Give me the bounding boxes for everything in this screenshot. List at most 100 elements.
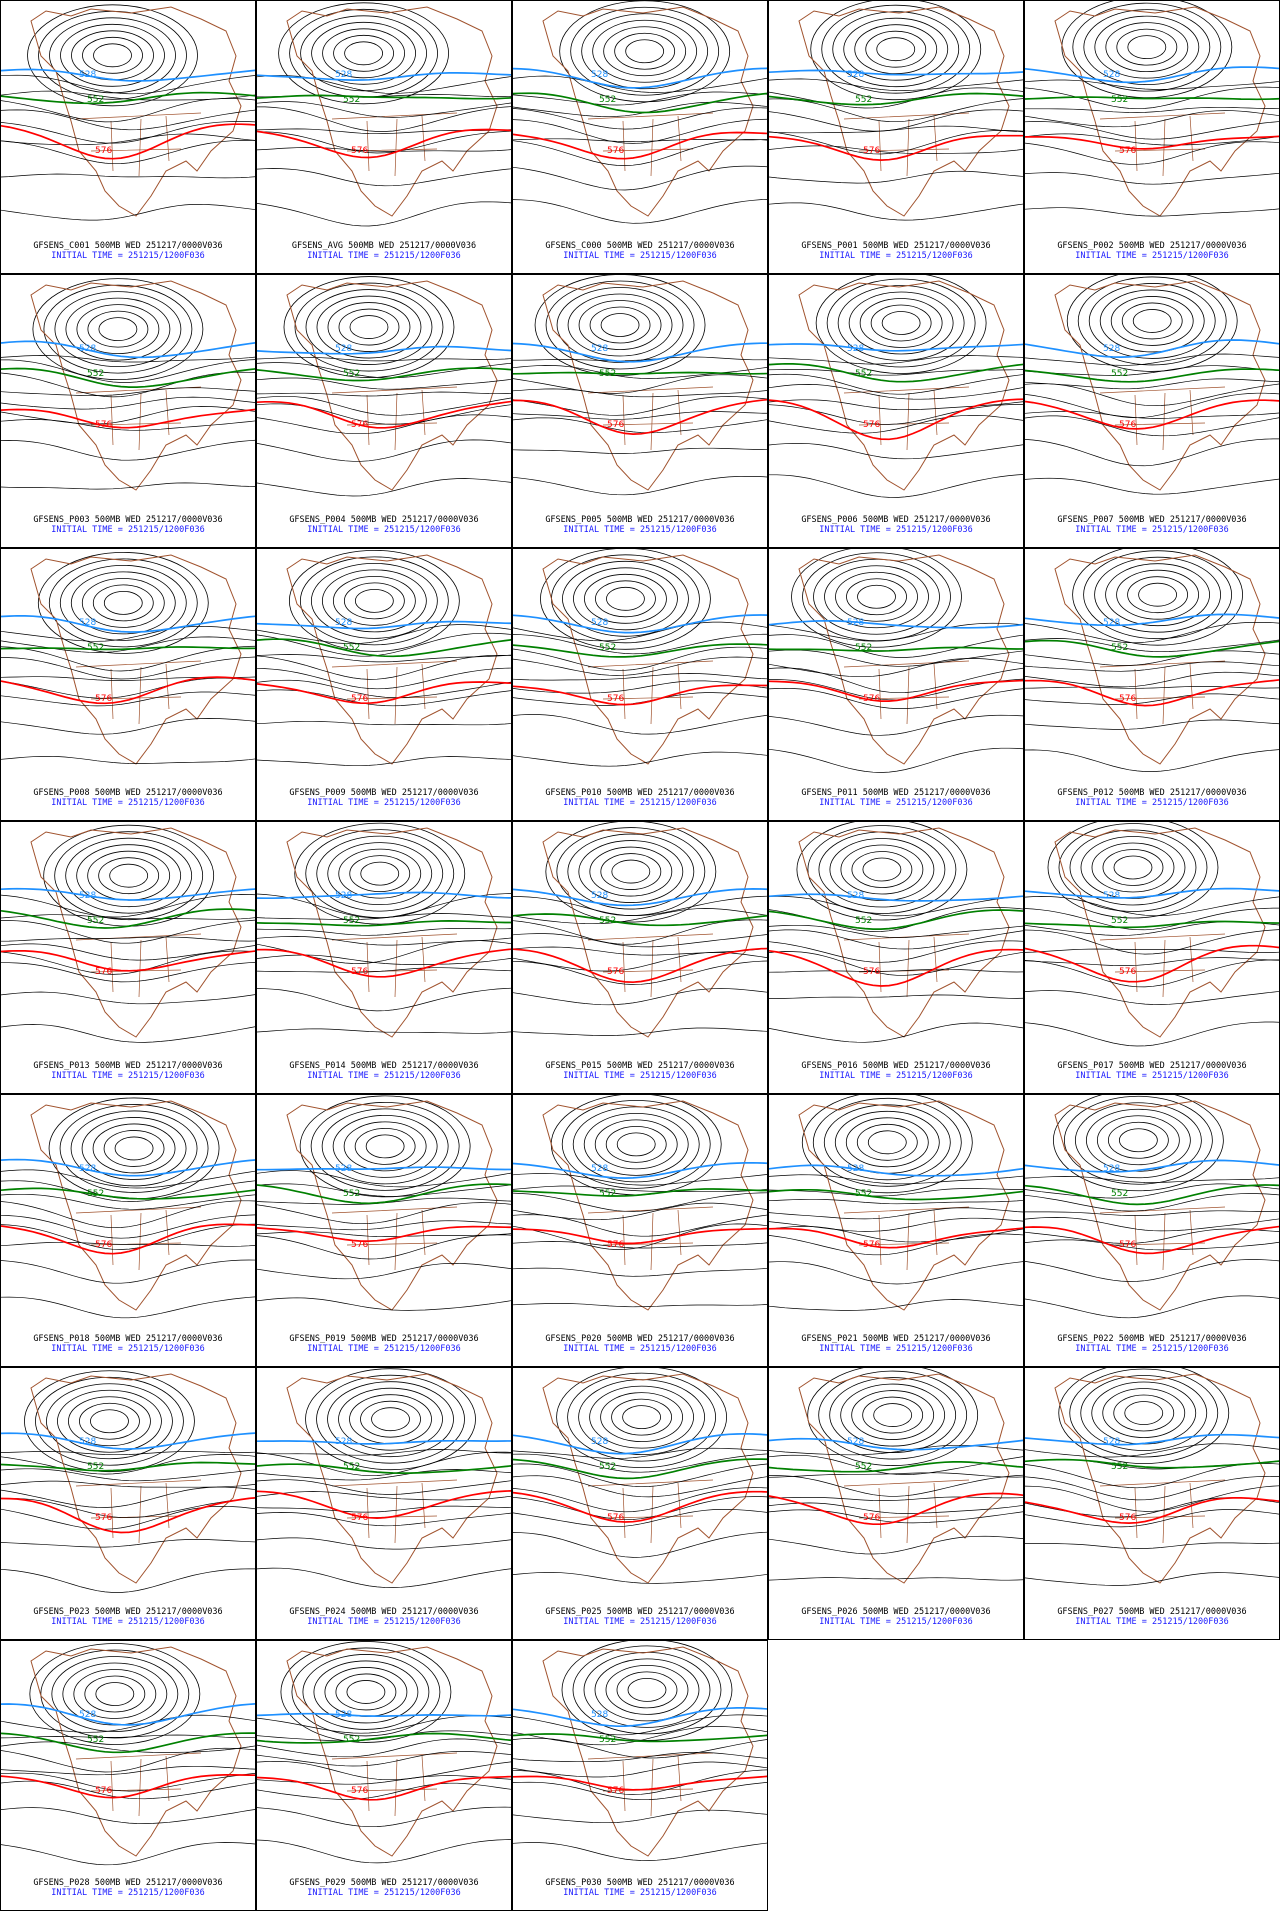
height-contour bbox=[1058, 823, 1208, 912]
height-contour bbox=[605, 1665, 689, 1715]
height-contour bbox=[835, 571, 918, 622]
panel-title: GFSENS_P015 500MB WED 251217/0000V036 bbox=[545, 1061, 735, 1071]
coastline bbox=[286, 1646, 498, 1857]
height-contour bbox=[1, 98, 255, 123]
height-contour bbox=[540, 549, 711, 650]
height-contour bbox=[1113, 855, 1153, 880]
contour-576-label: 576 bbox=[607, 146, 624, 156]
height-contour bbox=[257, 439, 511, 462]
panel-title: GFSENS_C000 500MB WED 251217/0000V036 bbox=[545, 241, 735, 251]
coastline bbox=[542, 1373, 754, 1584]
contour-576-line bbox=[513, 1227, 767, 1245]
geopotential-height-map: 528 552 576 bbox=[1025, 1368, 1279, 1586]
geopotential-height-map: 528 552 576 bbox=[1025, 1095, 1279, 1319]
height-contour bbox=[1025, 1443, 1279, 1458]
height-contour bbox=[769, 687, 1023, 709]
contour-576-line bbox=[513, 1490, 767, 1523]
height-contour bbox=[1025, 86, 1279, 110]
height-contour bbox=[1094, 556, 1221, 633]
height-contour bbox=[257, 1234, 511, 1260]
height-contour bbox=[513, 1223, 767, 1250]
height-contour bbox=[1025, 106, 1279, 113]
height-contour bbox=[824, 565, 929, 629]
height-contour bbox=[1, 1200, 255, 1229]
height-contour bbox=[513, 199, 767, 224]
height-contours bbox=[513, 1714, 767, 1861]
height-contour bbox=[65, 837, 193, 914]
political-borders bbox=[75, 1479, 202, 1544]
contour-576-label: 576 bbox=[1119, 420, 1136, 430]
height-contour bbox=[851, 851, 913, 888]
height-contour bbox=[257, 1262, 511, 1280]
contour-576-line bbox=[1, 1496, 255, 1534]
height-contour bbox=[513, 1496, 767, 1521]
height-contour bbox=[769, 747, 1023, 773]
height-contour bbox=[48, 558, 198, 648]
contour-576-line bbox=[769, 134, 1023, 161]
low-center-contours bbox=[288, 549, 460, 652]
contour-528-line bbox=[513, 614, 767, 634]
height-contour bbox=[257, 106, 511, 132]
political-borders bbox=[587, 112, 714, 177]
height-contour bbox=[365, 1134, 405, 1159]
geopotential-height-map: 528 552 576 bbox=[769, 275, 1023, 498]
geopotential-height-map: 528 552 576 bbox=[1, 824, 255, 1043]
height-contour bbox=[95, 1682, 135, 1706]
panel-initial-time: INITIAL TIME = 251215/1200F036 bbox=[1075, 1071, 1229, 1081]
panel-title: GFSENS_P010 500MB WED 251217/0000V036 bbox=[545, 788, 735, 798]
panel-initial-time: INITIAL TIME = 251215/1200F036 bbox=[1075, 251, 1229, 261]
height-contour bbox=[550, 1095, 722, 1196]
panel-title: GFSENS_P003 500MB WED 251217/0000V036 bbox=[33, 515, 223, 525]
height-contour bbox=[769, 1198, 1023, 1205]
height-contour bbox=[870, 304, 932, 342]
contour-528-label: 528 bbox=[591, 70, 608, 80]
panel-initial-time: INITIAL TIME = 251215/1200F036 bbox=[307, 251, 461, 261]
contour-552-label: 552 bbox=[87, 643, 104, 653]
height-contour bbox=[257, 654, 511, 663]
geopotential-height-map: 528 552 576 bbox=[257, 1368, 511, 1588]
height-contour bbox=[1025, 133, 1279, 146]
height-contour bbox=[1, 1180, 255, 1202]
height-contour bbox=[257, 632, 511, 657]
coastline bbox=[286, 554, 498, 765]
height-contour bbox=[1052, 1095, 1224, 1192]
height-contour bbox=[1, 919, 255, 944]
height-contour bbox=[1118, 1128, 1158, 1153]
height-contour bbox=[103, 1130, 165, 1167]
coastline bbox=[286, 6, 498, 217]
height-contour bbox=[302, 1654, 430, 1730]
height-contour bbox=[614, 32, 676, 70]
ensemble-member-panel: 528 552 576 GFSENS_P016 500MB WED 251217/00… bbox=[768, 821, 1024, 1094]
height-contour bbox=[769, 667, 1023, 694]
height-contour bbox=[578, 840, 684, 903]
low-center-contours bbox=[37, 551, 209, 654]
panel-title: GFSENS_P017 500MB WED 251217/0000V036 bbox=[1057, 1061, 1247, 1071]
contour-528-line bbox=[1025, 1433, 1279, 1446]
contour-576-label: 576 bbox=[95, 146, 112, 156]
height-contour bbox=[257, 478, 511, 497]
low-center-contours bbox=[810, 1, 982, 101]
height-contours bbox=[1, 355, 255, 490]
height-contour bbox=[1025, 1509, 1279, 1528]
contour-552-line bbox=[257, 1183, 511, 1205]
height-contour bbox=[1074, 1102, 1202, 1179]
height-contour bbox=[1025, 410, 1279, 419]
contour-576-line bbox=[1025, 679, 1279, 707]
height-contour bbox=[1127, 576, 1188, 614]
contour-528-label: 528 bbox=[1103, 1164, 1120, 1174]
height-contour bbox=[769, 1444, 1023, 1456]
low-center-contours bbox=[278, 2, 449, 105]
height-contours bbox=[513, 1447, 767, 1584]
height-contour bbox=[769, 109, 1023, 132]
height-contour bbox=[1, 950, 255, 975]
height-contour bbox=[611, 1398, 673, 1436]
height-contour bbox=[103, 590, 143, 615]
panel-title: GFSENS_P029 500MB WED 251217/0000V036 bbox=[289, 1878, 479, 1888]
height-contour bbox=[257, 1567, 511, 1588]
panel-title: GFSENS_P028 500MB WED 251217/0000V036 bbox=[33, 1878, 223, 1888]
height-contour bbox=[534, 275, 706, 376]
contour-528-line bbox=[769, 1164, 1023, 1177]
height-contour bbox=[70, 571, 176, 635]
panel-initial-time: INITIAL TIME = 251215/1200F036 bbox=[819, 1617, 973, 1627]
political-borders bbox=[331, 660, 458, 725]
